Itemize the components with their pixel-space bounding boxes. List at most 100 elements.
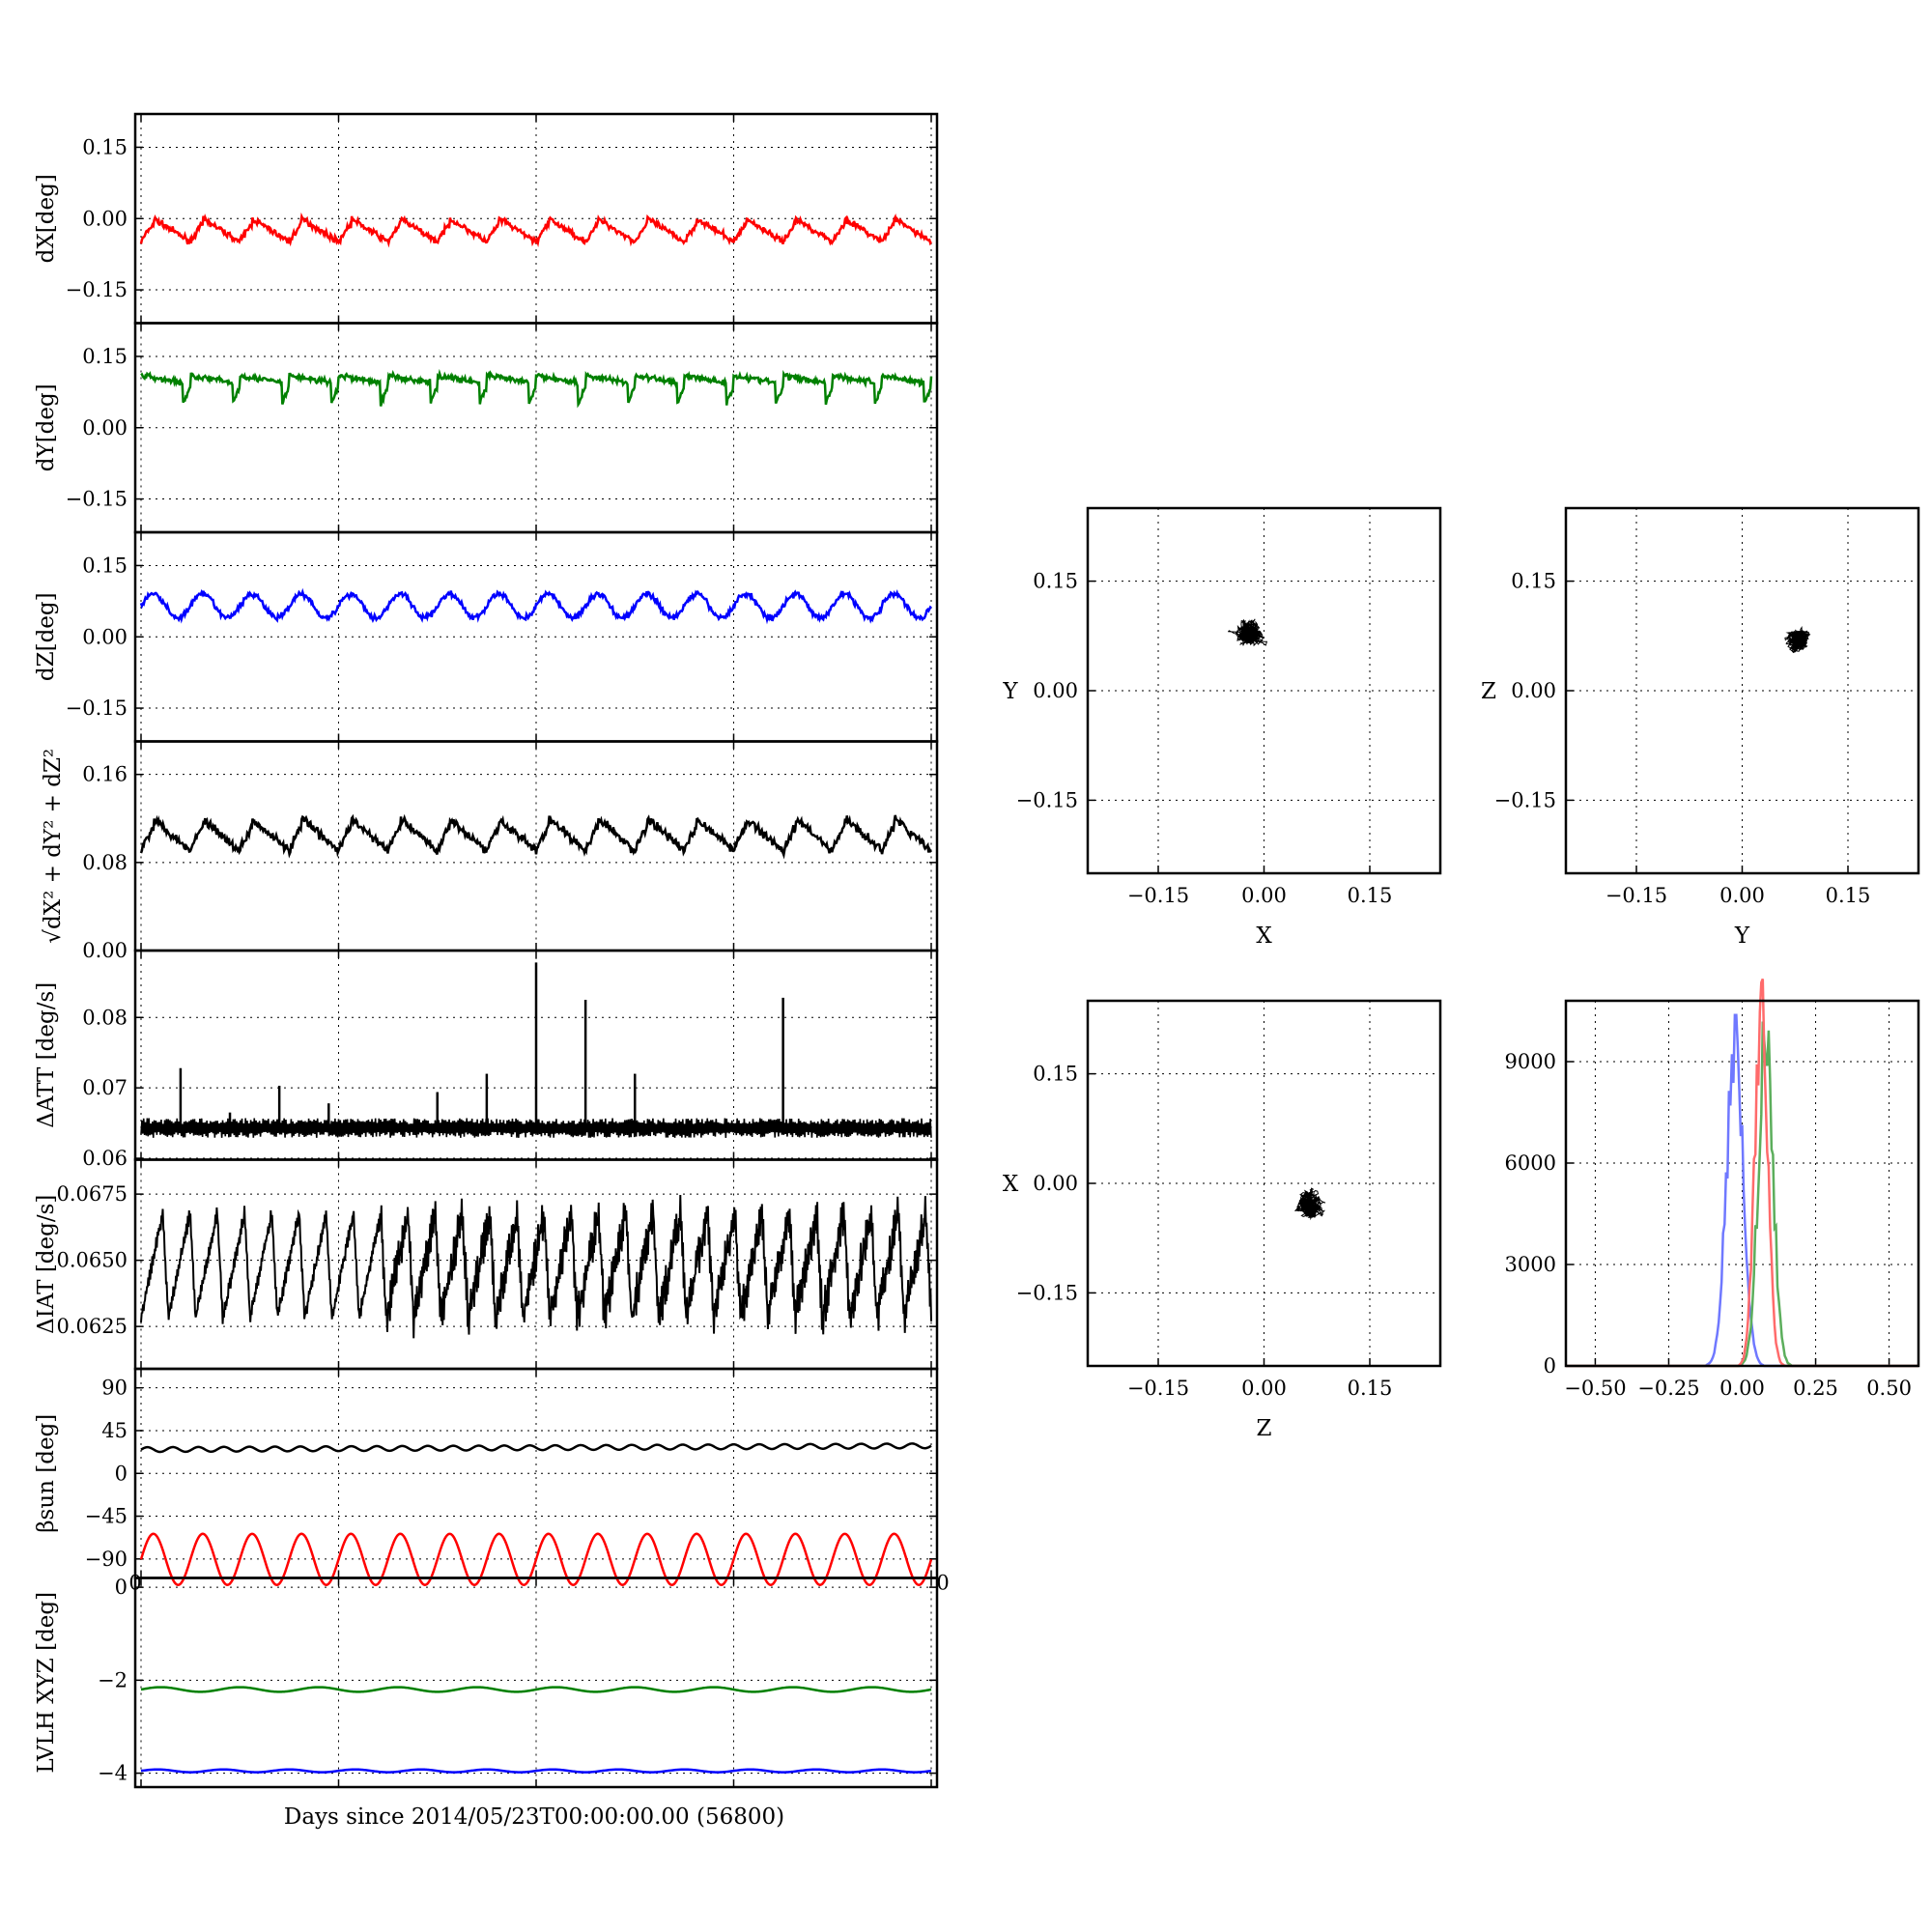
y-tick-label: 0.06: [82, 1147, 128, 1170]
y-tick-label: 9000: [1505, 1050, 1556, 1073]
histogram-line: [1566, 1021, 1918, 1368]
y-axis-label: dX[deg]: [34, 174, 59, 263]
x-tick-label: 0: [936, 1572, 949, 1595]
axes-frame: [1086, 999, 1442, 1368]
series-line: [140, 1118, 932, 1138]
y-tick-label: 0.0675: [57, 1182, 128, 1206]
x-tick-label: 0.50: [1866, 1377, 1912, 1400]
x-tick-label: 0.00: [1241, 884, 1287, 907]
y-tick-label: 6000: [1505, 1151, 1556, 1175]
y-tick-label: 0.15: [82, 135, 128, 158]
y-axis-label: LVLH XYZ [deg]: [34, 1592, 59, 1774]
series-line: [140, 1686, 932, 1693]
axes-frame: [133, 740, 939, 952]
axes-frame: [1564, 506, 1920, 875]
y-tick-label: −0.15: [1494, 788, 1556, 811]
x-tick-label: −0.15: [1605, 884, 1667, 907]
x-tick-label: 0.15: [1826, 884, 1871, 907]
x-tick-label: −0.15: [1127, 884, 1189, 907]
y-tick-label: 0.0650: [57, 1249, 128, 1272]
series-line: [140, 368, 933, 409]
x-tick-label: 0.00: [1719, 884, 1765, 907]
y-tick-label: 45: [101, 1419, 128, 1442]
y-tick-label: 0.0625: [57, 1315, 128, 1338]
y-tick-label: −45: [85, 1505, 128, 1528]
x-axis-label: X: [1256, 923, 1272, 949]
y-tick-label: 3000: [1505, 1253, 1556, 1276]
y-axis-label: √dX² + dY² + dZ²: [41, 749, 66, 944]
x-tick-label: −0.50: [1564, 1377, 1626, 1400]
y-tick-label: 0.15: [1033, 1063, 1078, 1086]
x-axis-label: Y: [1734, 923, 1750, 949]
y-axis-label: X: [1003, 1172, 1019, 1197]
y-axis-label: dY[deg]: [34, 384, 59, 471]
y-axis-label: βsun [deg]: [34, 1414, 59, 1533]
panel-2: 0.15 0.00 −0.15 dY[deg]: [34, 322, 939, 534]
x-axis-label: Days since 2014/05/23T00:00:00.00 (56800…: [284, 1804, 784, 1830]
x-tick-label: 0.25: [1793, 1377, 1838, 1400]
y-tick-label: 0: [115, 1576, 128, 1599]
y-tick-label: 0.15: [1511, 570, 1556, 593]
y-tick-label: 0.16: [82, 763, 128, 786]
y-tick-label: 0.00: [82, 416, 128, 440]
y-axis-label: dZ[deg]: [34, 592, 59, 681]
series-line: [140, 1768, 932, 1774]
y-tick-label: 0.00: [1033, 679, 1078, 702]
axes-frame: [1564, 999, 1920, 1368]
y-tick-label: −4: [98, 1762, 128, 1785]
y-tick-label: 0.00: [82, 625, 128, 648]
y-tick-label: 0.00: [82, 207, 128, 230]
panel-4: 0.16 0.08 0.00 √dX² + dY² + dZ²: [41, 740, 939, 962]
series-line: [139, 1532, 933, 1586]
y-tick-label: −0.15: [1016, 788, 1078, 811]
x-axis-label: Z: [1257, 1416, 1272, 1441]
series-line: [139, 212, 933, 248]
y-tick-label: −0.15: [66, 488, 128, 511]
y-tick-label: 0: [115, 1462, 128, 1485]
y-tick-label: 0.00: [1511, 679, 1556, 702]
histogram-panel: −0.50 −0.25 0.00 0.25 0.50 9000 6000 3000 0: [1505, 978, 1920, 1400]
y-tick-label: 0.00: [82, 939, 128, 962]
series-line: [140, 1442, 932, 1454]
y-tick-label: 0.15: [82, 345, 128, 368]
x-tick-label: 0.15: [1348, 884, 1393, 907]
panel-1: 0.15 0.00 −0.15 dX[deg]: [34, 112, 939, 325]
series-line: [139, 813, 932, 860]
scatter-panel-YZ: −0.15 −0.15 0.00 0.00 0.15 0.15 Y Z: [1481, 506, 1920, 949]
x-tick-label: 0.15: [1348, 1377, 1393, 1400]
series-line: [139, 587, 932, 625]
y-tick-label: −0.15: [66, 278, 128, 301]
panels-group: 0.15 0.00 −0.15 dX[deg] 0.15 0.00 −0.15 dY[deg]…: [34, 112, 1920, 1789]
y-tick-label: 0.00: [1033, 1172, 1078, 1195]
y-tick-label: 0.08: [82, 851, 128, 874]
y-tick-label: 0.15: [82, 554, 128, 577]
scatter-trace: [1228, 618, 1268, 647]
y-axis-label: ΔATT [deg/s]: [34, 982, 59, 1128]
panel-3: 0.15 0.00 −0.15 dZ[deg]: [34, 530, 939, 743]
y-tick-label: −0.15: [1016, 1281, 1078, 1304]
y-tick-label: −0.15: [66, 696, 128, 720]
scatter-trace: [1294, 1187, 1326, 1221]
scatter-trace: [1784, 626, 1811, 654]
x-tick-label: −0.25: [1637, 1377, 1699, 1400]
panel-5: 0.08 0.07 0.06 ΔATT [deg/s]: [34, 949, 939, 1170]
y-tick-label: −2: [98, 1668, 128, 1691]
y-axis-label: Y: [1002, 679, 1018, 704]
axes-frame: [133, 1577, 939, 1789]
series-line: [140, 1194, 932, 1339]
y-tick-label: 90: [101, 1377, 128, 1400]
x-tick-label: 0.00: [1719, 1377, 1765, 1400]
y-tick-label: 0.07: [82, 1076, 128, 1099]
y-axis-label: Z: [1481, 679, 1496, 704]
axes-frame: [1086, 506, 1442, 875]
y-tick-label: 0.08: [82, 1006, 128, 1029]
y-tick-label: 0.15: [1033, 570, 1078, 593]
y-tick-label: 0: [1544, 1354, 1556, 1378]
x-tick-label: 0.00: [1241, 1377, 1287, 1400]
x-tick-label: 0: [128, 1572, 141, 1595]
y-tick-label: −90: [85, 1548, 128, 1571]
scatter-panel-XY: −0.15 −0.15 0.00 0.00 0.15 0.15 X Y: [1002, 506, 1442, 949]
